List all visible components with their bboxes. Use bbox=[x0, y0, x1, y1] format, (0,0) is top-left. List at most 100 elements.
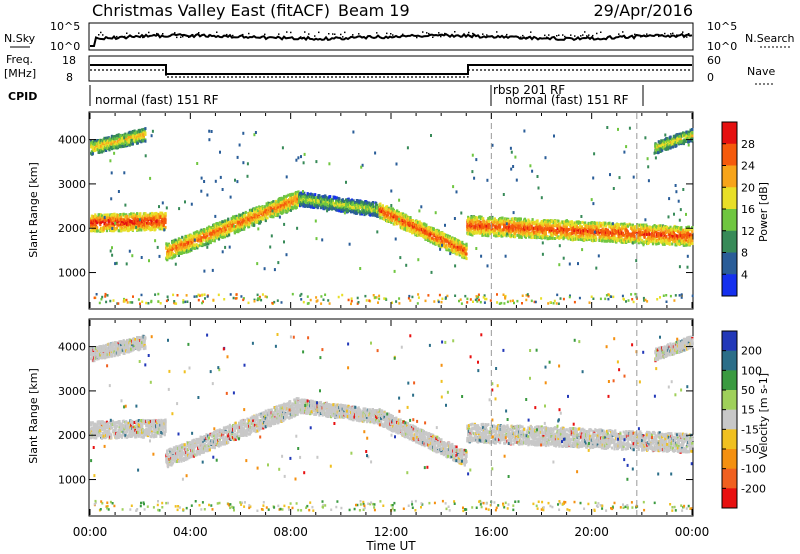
data-cell bbox=[497, 230, 500, 234]
data-cell bbox=[605, 228, 608, 232]
data-cell bbox=[441, 231, 444, 235]
data-cell bbox=[115, 226, 119, 230]
data-cell bbox=[313, 195, 316, 199]
data-cell bbox=[446, 246, 449, 250]
data-cell bbox=[181, 235, 184, 239]
data-cell bbox=[564, 222, 567, 226]
data-cell bbox=[550, 224, 553, 228]
nsky-dot bbox=[264, 33, 266, 36]
nsky-dot bbox=[302, 37, 304, 39]
data-cell bbox=[587, 221, 590, 225]
data-cell bbox=[480, 215, 483, 219]
nsky-dot bbox=[192, 34, 194, 36]
data-cell bbox=[523, 221, 526, 225]
nsky-tick-top: 10^5 bbox=[50, 20, 80, 33]
data-cell bbox=[122, 228, 125, 232]
data-cell bbox=[585, 228, 588, 232]
data-cell bbox=[667, 233, 670, 237]
data-cell bbox=[513, 231, 517, 235]
data-cell bbox=[520, 236, 523, 239]
data-cell bbox=[614, 228, 617, 232]
data-cell bbox=[116, 214, 119, 217]
data-cell bbox=[608, 230, 611, 234]
data-cell bbox=[112, 228, 115, 232]
data-cell bbox=[556, 231, 559, 235]
data-cell bbox=[206, 232, 209, 236]
data-cell bbox=[639, 230, 642, 234]
data-cell bbox=[386, 205, 389, 209]
data-cell bbox=[255, 206, 258, 210]
data-cell bbox=[200, 239, 203, 243]
data-cell bbox=[550, 219, 553, 223]
station-title: Christmas Valley East (fitACF) bbox=[92, 1, 330, 20]
data-cell bbox=[240, 220, 243, 224]
data-cell bbox=[648, 225, 651, 229]
data-cell bbox=[243, 214, 246, 218]
data-cell bbox=[345, 204, 348, 208]
data-cell bbox=[253, 223, 256, 227]
data-cell bbox=[217, 237, 221, 241]
data-cell bbox=[485, 224, 488, 228]
data-cell bbox=[228, 233, 231, 237]
data-cell bbox=[440, 239, 443, 243]
data-cell bbox=[568, 227, 571, 231]
data-cell bbox=[233, 231, 236, 235]
nsky-dot bbox=[518, 37, 520, 39]
data-cell bbox=[633, 236, 636, 240]
data-cell bbox=[381, 207, 384, 211]
data-cell bbox=[248, 222, 251, 226]
data-cell bbox=[642, 224, 645, 228]
data-cell bbox=[326, 202, 329, 206]
nsky-dot bbox=[176, 36, 178, 39]
data-cell bbox=[248, 225, 251, 229]
nsky-dot bbox=[314, 35, 316, 37]
data-cell bbox=[237, 225, 240, 229]
nsky-dot bbox=[496, 31, 498, 33]
data-cell bbox=[597, 227, 600, 231]
data-cell bbox=[363, 210, 366, 214]
nsky-dot bbox=[106, 36, 108, 38]
data-cell bbox=[429, 232, 432, 236]
data-cell bbox=[406, 220, 409, 224]
data-cell bbox=[465, 245, 468, 249]
data-cell bbox=[399, 217, 402, 220]
data-cell bbox=[613, 232, 616, 236]
data-cell bbox=[120, 219, 124, 223]
data-cell bbox=[239, 222, 242, 226]
data-cell bbox=[425, 223, 428, 227]
data-cell bbox=[451, 240, 454, 244]
data-cell bbox=[620, 222, 624, 226]
data-cell bbox=[656, 231, 660, 235]
data-cell bbox=[535, 236, 538, 240]
data-cell bbox=[217, 233, 220, 237]
data-cell bbox=[197, 244, 200, 248]
data-cell bbox=[435, 241, 438, 245]
data-cell bbox=[321, 202, 324, 206]
data-cell bbox=[392, 215, 395, 219]
cpid-segment-1: normal (fast) 151 RF bbox=[95, 93, 219, 107]
data-cell bbox=[213, 239, 216, 243]
data-cell bbox=[541, 227, 544, 231]
nsky-dot bbox=[624, 36, 626, 39]
data-cell bbox=[663, 232, 666, 236]
data-cell bbox=[623, 240, 626, 244]
data-cell bbox=[152, 214, 155, 218]
data-cell bbox=[135, 217, 138, 221]
data-cell bbox=[510, 233, 513, 237]
data-cell bbox=[161, 211, 164, 215]
data-cell bbox=[120, 224, 123, 228]
nsky-dot bbox=[290, 31, 292, 34]
data-cell bbox=[241, 223, 244, 227]
nsky-dot bbox=[248, 32, 250, 35]
data-cell bbox=[645, 229, 648, 233]
data-cell bbox=[535, 220, 538, 224]
data-cell bbox=[149, 226, 152, 230]
data-cell bbox=[355, 211, 359, 215]
data-cell bbox=[397, 210, 400, 214]
data-cell bbox=[513, 224, 517, 228]
data-cell bbox=[123, 222, 126, 226]
data-cell bbox=[421, 233, 425, 237]
data-cell bbox=[650, 226, 653, 230]
data-cell bbox=[379, 202, 382, 206]
data-cell bbox=[396, 221, 400, 225]
